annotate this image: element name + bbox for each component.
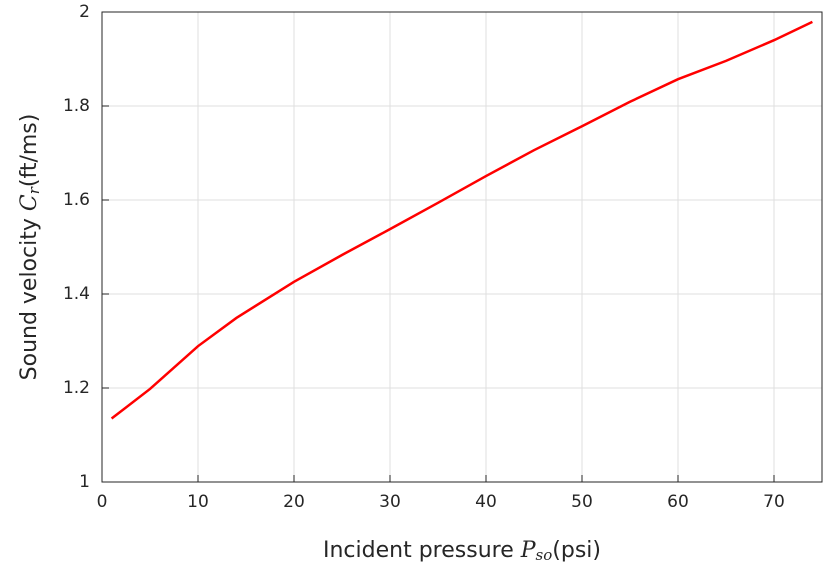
x-tick-label: 0 (97, 492, 108, 512)
x-tick-label: 40 (475, 492, 497, 512)
x-tick-label: 20 (283, 492, 305, 512)
y-tick-label: 1.4 (63, 284, 90, 304)
x-label-symbol: P (520, 538, 537, 563)
y-tick-label: 1 (79, 472, 90, 492)
y-tick-label: 1.8 (63, 96, 90, 116)
x-label-sub: so (536, 546, 553, 564)
x-tick-label: 70 (763, 492, 785, 512)
x-label-unit: (psi) (552, 538, 601, 563)
y-label-text: Sound velocity (17, 211, 42, 380)
y-tick-label: 1.6 (63, 190, 90, 210)
y-label-sub: r (25, 186, 43, 194)
plot-area (102, 12, 822, 482)
y-label-symbol: C (17, 194, 42, 211)
plot-frame (101, 11, 823, 483)
x-tick-label: 10 (187, 492, 209, 512)
x-tick-label: 30 (379, 492, 401, 512)
y-tick-label: 1.2 (63, 378, 90, 398)
y-axis-label: Sound velocity Cr(ft/ms) (17, 114, 43, 381)
x-tick-label: 50 (571, 492, 593, 512)
x-axis-label: Incident pressure Pso(psi) (323, 538, 601, 564)
y-label-unit: (ft/ms) (17, 114, 42, 187)
data-line (110, 20, 813, 420)
x-tick-label: 60 (667, 492, 689, 512)
y-tick-label: 2 (79, 2, 90, 22)
x-label-text: Incident pressure (323, 538, 521, 563)
